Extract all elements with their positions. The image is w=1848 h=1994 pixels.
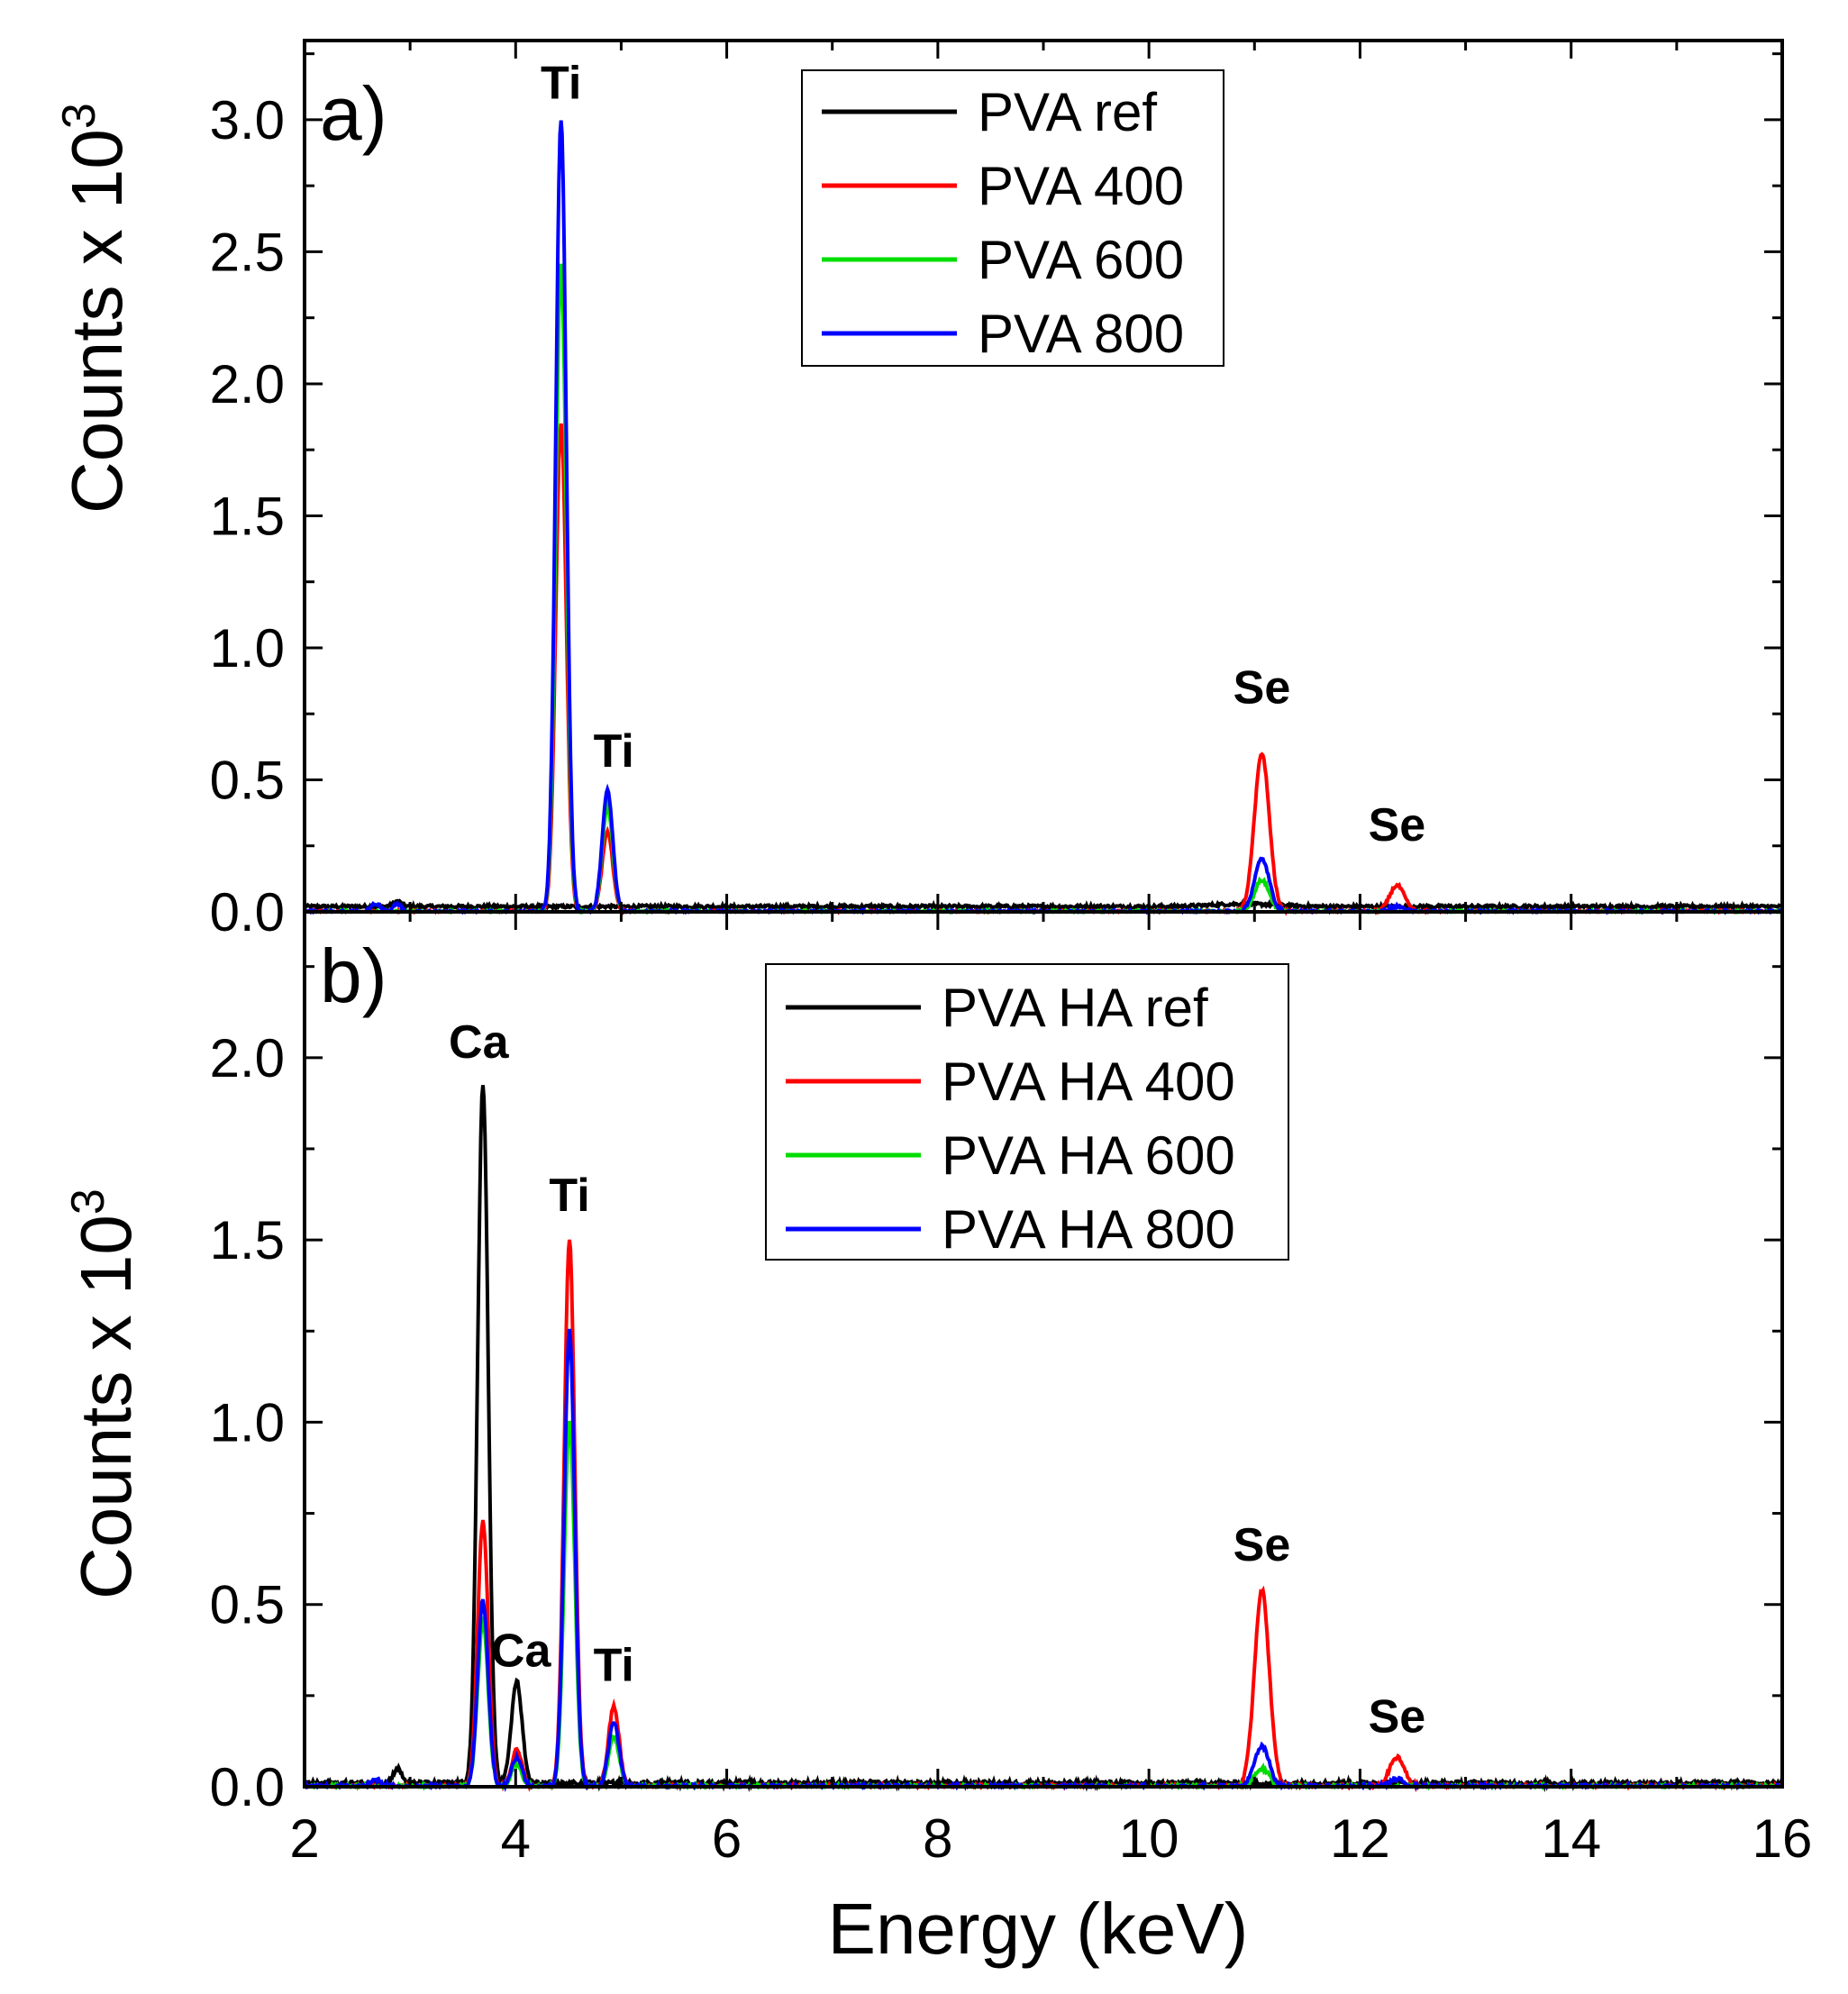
panel-b-peak-labels: Ca Ca Ti Ti Se Se bbox=[449, 1016, 1425, 1743]
peak-label: Se bbox=[1234, 1519, 1291, 1571]
y-tick-label: 1.5 bbox=[210, 1210, 285, 1270]
x-tick-label: 4 bbox=[501, 1808, 531, 1869]
x-tick-label: 10 bbox=[1119, 1808, 1179, 1869]
y-tick-label: 2.0 bbox=[210, 354, 285, 414]
panel-a-y-tick-labels: 0.0 0.5 1.0 1.5 2.0 2.5 3.0 bbox=[210, 90, 285, 942]
peak-label: Ti bbox=[594, 725, 634, 778]
legend-label: PVA 800 bbox=[978, 304, 1184, 364]
legend-label: PVA HA 600 bbox=[942, 1125, 1235, 1186]
y-tick-label: 3.0 bbox=[210, 90, 285, 150]
panel-b: 0.0 0.5 1.0 1.5 2.0 2 4 6 8 10 12 14 16 Ca Ca Ti Ti Se S… bbox=[62, 910, 1812, 1869]
peak-label: Ti bbox=[549, 1170, 589, 1222]
peak-label: Se bbox=[1234, 662, 1291, 715]
panel-b-x-ticks bbox=[303, 912, 1784, 1787]
panel-a-legend: PVA ref PVA 400 PVA 600 PVA 800 bbox=[801, 69, 1224, 367]
legend-label: PVA HA 400 bbox=[942, 1052, 1235, 1112]
panel-a-y-axis-title: Counts x 103 bbox=[53, 103, 137, 514]
panel-b-label: b) bbox=[320, 933, 387, 1018]
y-tick-label: 1.0 bbox=[210, 1392, 285, 1452]
legend-label: PVA ref bbox=[978, 82, 1157, 142]
y-tick-label: 1.5 bbox=[210, 486, 285, 546]
peak-label: Se bbox=[1369, 1690, 1426, 1743]
peak-label: Ti bbox=[594, 1640, 634, 1692]
legend-label: PVA HA ref bbox=[942, 978, 1208, 1038]
x-tick-label: 8 bbox=[923, 1808, 952, 1869]
panel-a-peak-labels: Ti Ti Se Se bbox=[541, 57, 1425, 851]
panel-b-y-axis-title: Counts x 103 bbox=[62, 1188, 146, 1599]
panel-a: 0.0 0.5 1.0 1.5 2.0 2.5 3.0 Ti Ti Se Se a) Counts… bbox=[53, 39, 1784, 942]
panel-b-legend: PVA HA ref PVA HA 400 PVA HA 600 PVA HA 800 bbox=[765, 963, 1289, 1261]
x-tick-label: 14 bbox=[1541, 1808, 1601, 1869]
panel-a-label: a) bbox=[320, 71, 387, 156]
y-tick-label: 2.5 bbox=[210, 222, 285, 282]
panel-b-x-tick-labels: 2 4 6 8 10 12 14 16 bbox=[289, 1808, 1812, 1869]
peak-label: Ca bbox=[449, 1016, 510, 1069]
legend-label: PVA 600 bbox=[978, 230, 1184, 290]
panel-a-legend-box bbox=[801, 69, 1224, 367]
panel-b-y-ticks bbox=[305, 965, 1782, 1789]
y-tick-label: 1.0 bbox=[210, 618, 285, 678]
peak-label: Ti bbox=[541, 57, 581, 109]
x-tick-label: 16 bbox=[1752, 1808, 1813, 1869]
panel-a-x-ticks bbox=[303, 41, 1784, 912]
y-tick-label: 0.0 bbox=[210, 882, 285, 942]
peak-label: Ca bbox=[491, 1625, 552, 1677]
x-tick-label: 12 bbox=[1330, 1808, 1390, 1869]
x-tick-label: 6 bbox=[712, 1808, 742, 1869]
y-tick-label: 0.0 bbox=[210, 1757, 285, 1817]
y-tick-label: 0.5 bbox=[210, 750, 285, 810]
x-axis-title: Energy (keV) bbox=[828, 1889, 1249, 1969]
peak-label: Se bbox=[1369, 799, 1426, 851]
panel-b-y-tick-labels: 0.0 0.5 1.0 1.5 2.0 bbox=[210, 1028, 285, 1817]
legend-label: PVA HA 800 bbox=[942, 1199, 1235, 1260]
panel-b-legend-box bbox=[765, 963, 1289, 1261]
legend-label: PVA 400 bbox=[978, 156, 1184, 216]
x-tick-label: 2 bbox=[289, 1808, 319, 1869]
y-tick-label: 0.5 bbox=[210, 1575, 285, 1635]
y-tick-label: 2.0 bbox=[210, 1028, 285, 1088]
